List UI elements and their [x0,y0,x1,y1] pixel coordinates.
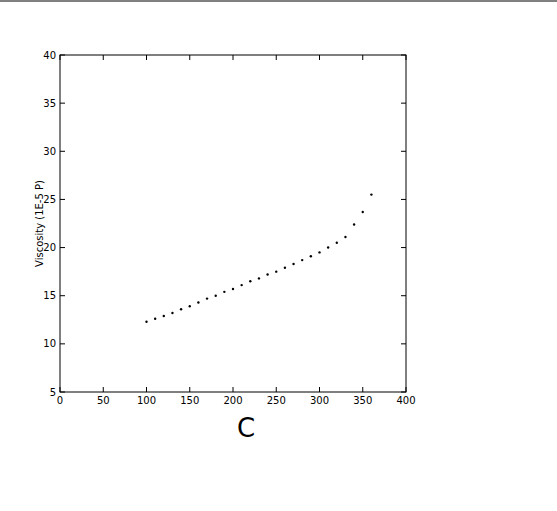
y-tick [60,103,65,104]
y-tick-label: 15 [43,290,56,301]
x-tick-label: 0 [57,395,63,406]
point [327,246,329,248]
point [258,277,260,279]
point [180,308,182,310]
y-tick-label: 25 [43,194,56,205]
x-tick [276,387,277,392]
x-tick [406,387,407,392]
x-tick [362,387,363,392]
x-tick-top [146,55,147,60]
x-tick [233,387,234,392]
x-tick-top [276,55,277,60]
y-tick-right [401,343,406,344]
x-tick-top [319,55,320,60]
y-tick [60,392,65,393]
x-tick [319,387,320,392]
top-rule [0,1,557,2]
y-tick-label: 40 [43,50,56,61]
point [266,273,268,275]
point [292,263,294,265]
y-tick [60,295,65,296]
point [145,321,147,323]
point [301,259,303,261]
points [145,193,372,322]
y-tick [60,199,65,200]
y-tick-right [401,199,406,200]
point [171,312,173,314]
y-tick-label: 10 [43,338,56,349]
point [232,288,234,290]
x-tick-top [233,55,234,60]
y-tick-right [401,392,406,393]
x-tick [189,387,190,392]
y-tick-right [401,295,406,296]
point [189,305,191,307]
y-tick [60,55,65,56]
y-tick-right [401,103,406,104]
x-tick-label: 400 [396,395,415,406]
x-axis-label: C [237,413,255,443]
background [0,0,557,511]
x-tick-top [362,55,363,60]
point [344,236,346,238]
point [284,267,286,269]
point [336,242,338,244]
y-tick-label: 35 [43,98,56,109]
y-axis-label: Viscosity (1E-5 P) [34,180,45,267]
x-tick-label: 100 [137,395,156,406]
point [240,284,242,286]
x-tick-label: 50 [97,395,110,406]
point [370,193,372,195]
x-tick-label: 350 [353,395,372,406]
x-tick-label: 150 [180,395,199,406]
y-tick [60,151,65,152]
point [362,211,364,213]
x-tick-label: 300 [310,395,329,406]
x-tick [103,387,104,392]
x-tick-label: 200 [223,395,242,406]
point [197,301,199,303]
y-tick-right [401,247,406,248]
y-tick-label: 20 [43,242,56,253]
x-tick-top [189,55,190,60]
point [310,255,312,257]
point [353,223,355,225]
y-tick-label: 30 [43,146,56,157]
point [275,270,277,272]
x-tick-top [103,55,104,60]
point [154,318,156,320]
point [163,315,165,317]
x-tick [60,387,61,392]
point [206,297,208,299]
y-tick [60,247,65,248]
x-tick-top [406,55,407,60]
y-tick-right [401,55,406,56]
point [318,251,320,253]
x-tick [146,387,147,392]
chart: 0 50 100 150 200 250 300 350 400 5 10 15 20 25 30 35 40 V… [0,0,557,511]
y-tick [60,343,65,344]
x-tick-label: 250 [267,395,286,406]
y-tick-right [401,151,406,152]
x-tick-top [60,55,61,60]
y-tick-label: 5 [50,387,56,398]
plot-frame [60,55,406,392]
point [215,295,217,297]
point [223,291,225,293]
point [249,280,251,282]
